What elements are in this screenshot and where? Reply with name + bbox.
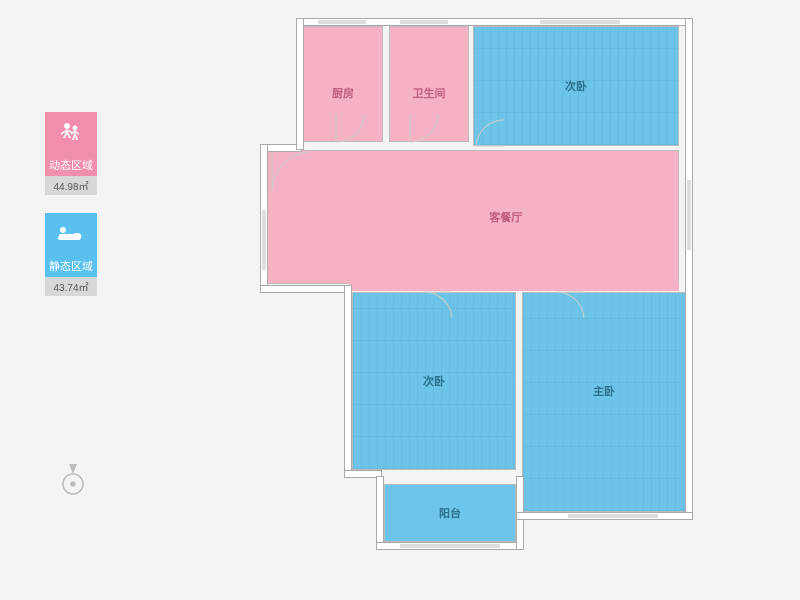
legend: 动态区域 44.98㎡ 静态区域 43.74㎡ — [45, 112, 97, 314]
room-living-label: 客餐厅 — [489, 209, 522, 225]
room-second-bed-top-label: 次卧 — [565, 78, 587, 94]
window-mark — [568, 514, 658, 518]
legend-static: 静态区域 43.74㎡ — [45, 213, 97, 296]
compass-icon — [55, 462, 91, 503]
legend-dynamic-label: 动态区域 — [45, 154, 97, 176]
legend-static-icon — [45, 213, 97, 255]
legend-dynamic-value: 44.98㎡ — [45, 176, 97, 195]
room-second-bed-bottom: 次卧 — [352, 292, 516, 470]
legend-dynamic: 动态区域 44.98㎡ — [45, 112, 97, 195]
floorboard — [523, 293, 685, 511]
room-master-bed: 主卧 — [522, 292, 686, 512]
wall-outline — [685, 18, 693, 518]
room-living-ext — [349, 283, 679, 291]
room-kitchen: 厨房 — [303, 26, 383, 142]
window-mark — [318, 20, 366, 24]
wall-outline — [260, 285, 352, 293]
room-bathroom-label: 卫生间 — [413, 85, 446, 101]
room-second-bed-top: 次卧 — [473, 26, 679, 146]
wall-outline — [376, 476, 384, 550]
window-mark — [400, 20, 448, 24]
wall-outline — [344, 285, 352, 477]
room-kitchen-label: 厨房 — [332, 85, 354, 101]
canvas: 动态区域 44.98㎡ 静态区域 43.74㎡ 厨房 — [0, 0, 800, 600]
room-balcony-label: 阳台 — [439, 505, 461, 521]
room-second-bed-bottom-label: 次卧 — [423, 373, 445, 389]
legend-dynamic-icon — [45, 112, 97, 154]
room-bathroom: 卫生间 — [389, 26, 469, 142]
window-mark — [540, 20, 620, 24]
wall-outline — [296, 18, 304, 150]
window-mark — [400, 544, 500, 548]
room-balcony: 阳台 — [384, 484, 516, 542]
legend-static-value: 43.74㎡ — [45, 277, 97, 296]
window-mark — [262, 210, 266, 270]
room-living: 客餐厅 — [267, 150, 679, 284]
room-master-bed-label: 主卧 — [593, 383, 615, 399]
window-mark — [687, 180, 691, 250]
legend-static-label: 静态区域 — [45, 255, 97, 277]
